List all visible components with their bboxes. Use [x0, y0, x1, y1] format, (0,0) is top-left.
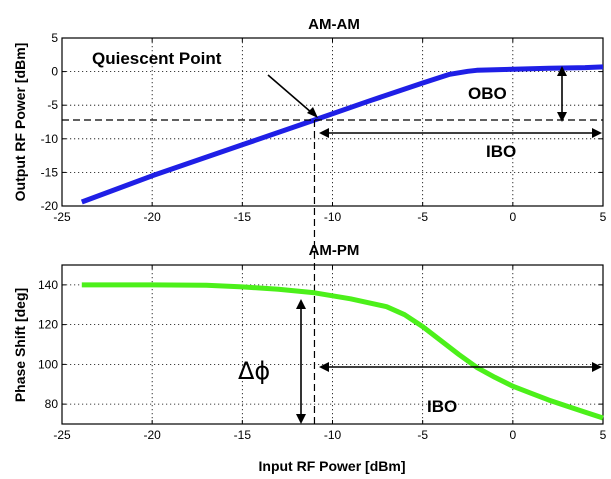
delta-phi-label: Δϕ: [238, 357, 270, 385]
ticks-am-am: -25 -20 -15 -10 -5 0 5-20-15-10-505: [41, 31, 607, 224]
x-tick-label-am-am: -10: [324, 210, 342, 224]
x-tick-label-am-am: -25: [53, 210, 71, 224]
quiescent-pointer-arrowhead: [307, 107, 318, 118]
obo-label: OBO: [468, 84, 507, 103]
ibo-arrow-am-am: [319, 128, 602, 138]
ibo-label-am-pm: IBO: [427, 397, 457, 416]
y-tick-label-am-am: -5: [47, 98, 58, 112]
x-tick-label-am-pm: -5: [417, 428, 428, 442]
xlabel-am-pm: Input RF Power [dBm]: [259, 458, 406, 474]
ibo-arrow-am-pm: [319, 362, 602, 372]
title-am-am: AM-AM: [308, 16, 360, 33]
x-tick-label-am-pm: -10: [324, 428, 342, 442]
x-tick-label-am-am: -20: [143, 210, 161, 224]
y-tick-label-am-pm: 80: [45, 397, 59, 411]
x-tick-label-am-am: -15: [234, 210, 252, 224]
chart-am-am: AM-AM -25 -20 -15 -10 -5 0 5-20-15-10-505 Outp…: [12, 16, 607, 224]
y-tick-label-am-am: 5: [51, 31, 58, 45]
ibo-label-am-am: IBO: [486, 142, 516, 161]
x-tick-label-am-pm: -20: [143, 428, 161, 442]
chart-am-pm: AM-PM -25 -20 -15 -10 -5 0 5 80 100 120 140 Phase …: [12, 242, 607, 474]
y-tick-label-am-am: -10: [41, 132, 59, 146]
obo-arrow: [557, 66, 567, 122]
series-am-pm: [81, 282, 604, 421]
ylabel-am-am: Output RF Power [dBm]: [12, 43, 28, 202]
x-tick-label-am-am: 0: [509, 210, 516, 224]
ticks-am-pm: -25 -20 -15 -10 -5 0 5 80 100 120 140: [38, 265, 607, 442]
quiescent-pointer-line: [267, 74, 313, 114]
quiescent-point-label: Quiescent Point: [92, 49, 222, 68]
title-am-pm: AM-PM: [309, 242, 360, 259]
plot-frame-am-pm: [61, 264, 604, 425]
y-tick-label-am-am: -15: [41, 165, 59, 179]
y-tick-label-am-am: -20: [41, 199, 59, 213]
x-tick-label-am-am: -5: [417, 210, 428, 224]
series-am-am: [80, 64, 604, 205]
x-tick-label-am-am: 5: [600, 210, 607, 224]
series-line-am-pm: [81, 282, 604, 421]
x-tick-label-am-pm: -25: [53, 428, 71, 442]
y-tick-label-am-am: 0: [51, 65, 58, 79]
ylabel-am-pm: Phase Shift [deg]: [12, 288, 28, 402]
grid-am-pm: [62, 265, 603, 424]
x-tick-label-am-pm: -15: [234, 428, 252, 442]
x-tick-label-am-pm: 5: [600, 428, 607, 442]
y-tick-label-am-pm: 140: [38, 278, 58, 292]
delta-phi-arrow: [296, 299, 306, 424]
series-line-am-am: [80, 64, 604, 205]
x-tick-label-am-pm: 0: [509, 428, 516, 442]
y-tick-label-am-pm: 100: [38, 357, 58, 371]
y-tick-label-am-pm: 120: [38, 318, 58, 332]
